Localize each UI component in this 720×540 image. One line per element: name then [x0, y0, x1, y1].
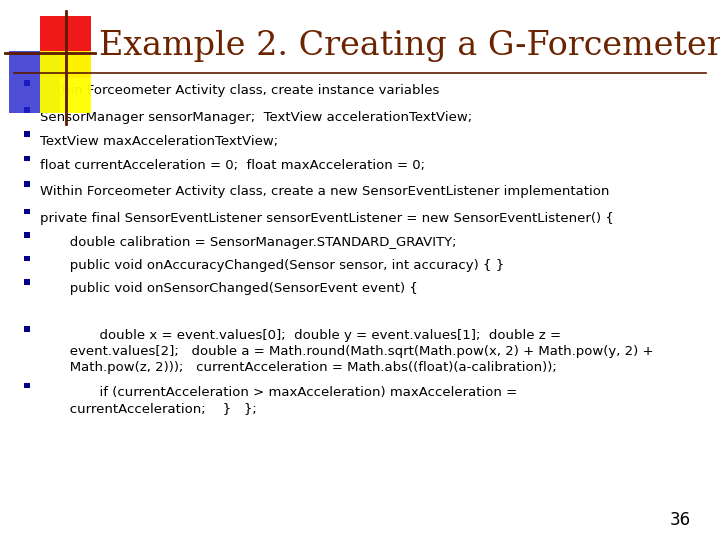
- Text: public void onSensorChanged(SensorEvent event) {: public void onSensorChanged(SensorEvent …: [40, 282, 418, 295]
- Text: TextView maxAccelerationTextView;: TextView maxAccelerationTextView;: [40, 135, 278, 148]
- Bar: [24, 382, 30, 388]
- Text: Within Forceometer Activity class, create a new SensorEventListener implementati: Within Forceometer Activity class, creat…: [40, 185, 609, 198]
- Text: Example 2. Creating a G-Forcemeter: Example 2. Creating a G-Forcemeter: [99, 30, 720, 62]
- Bar: [24, 131, 30, 137]
- Text: if (currentAcceleration > maxAcceleration) maxAcceleration =
       currentAccel: if (currentAcceleration > maxAcceleratio…: [40, 386, 517, 415]
- Text: private final SensorEventListener sensorEventListener = new SensorEventListener(: private final SensorEventListener sensor…: [40, 212, 613, 225]
- Text: double x = event.values[0];  double y = event.values[1];  double z =
       even: double x = event.values[0]; double y = e…: [40, 329, 653, 374]
- Bar: [24, 156, 30, 161]
- Bar: [24, 208, 30, 214]
- Text: float currentAcceleration = 0;  float maxAcceleration = 0;: float currentAcceleration = 0; float max…: [40, 159, 425, 172]
- Bar: [24, 107, 30, 113]
- Text: double calibration = SensorManager.STANDARD_GRAVITY;: double calibration = SensorManager.STAND…: [40, 236, 456, 249]
- Text: 36: 36: [670, 511, 691, 529]
- Text: SensorManager sensorManager;  TextView accelerationTextView;: SensorManager sensorManager; TextView ac…: [40, 111, 472, 124]
- Text: Within Forceometer Activity class, create instance variables: Within Forceometer Activity class, creat…: [40, 84, 439, 97]
- Bar: [24, 279, 30, 285]
- Bar: [24, 326, 30, 332]
- Text: public void onAccuracyChanged(Sensor sensor, int accuracy) { }: public void onAccuracyChanged(Sensor sen…: [40, 259, 504, 272]
- Bar: [24, 181, 30, 187]
- Bar: [24, 80, 30, 86]
- Bar: [24, 232, 30, 238]
- Bar: [24, 255, 30, 261]
